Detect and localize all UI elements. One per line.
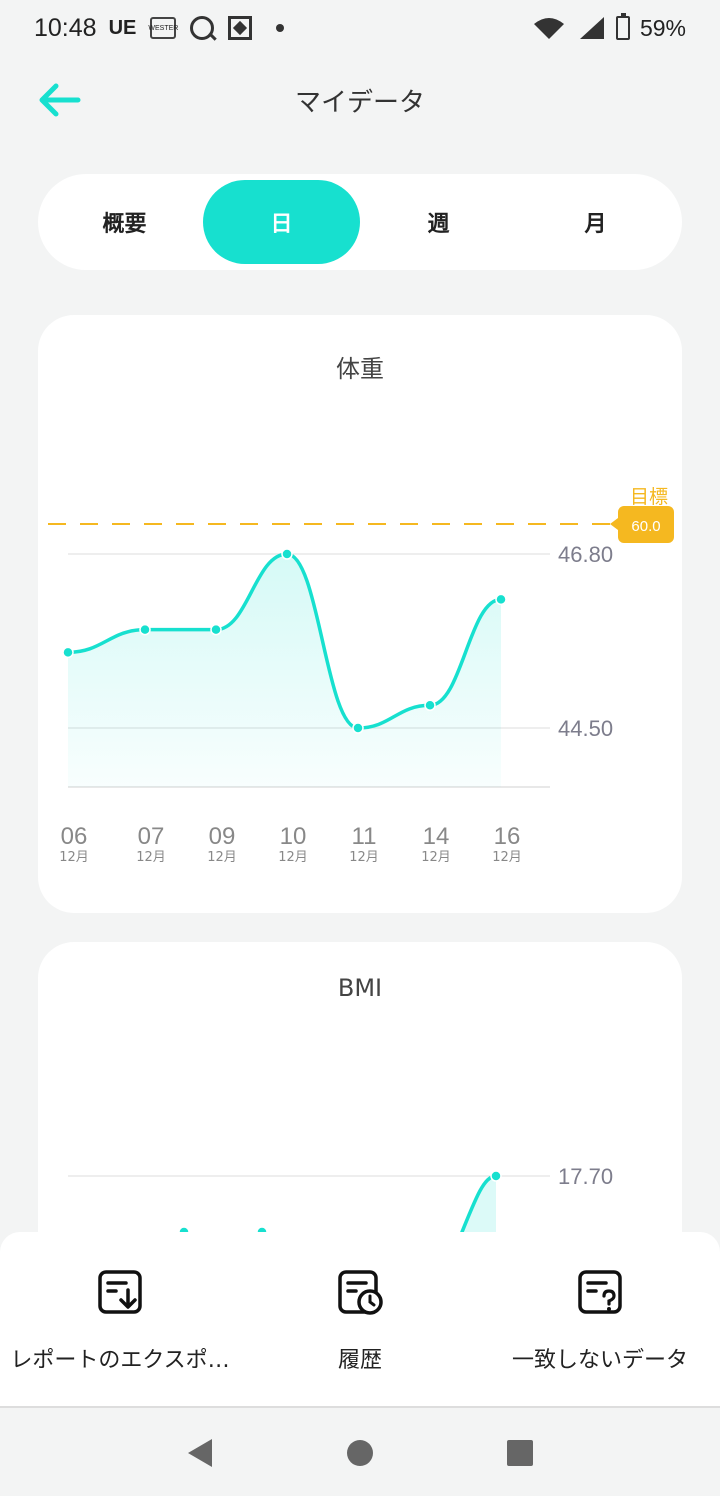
tab-overview[interactable]: 概要 (102, 212, 147, 237)
weight-chart-card[interactable]: 体重 46.80 44.50 目標 60.0 06 12月 07 12月 09 12月 10 12月 1… (38, 315, 682, 913)
bmi-area-fill (458, 1176, 496, 1242)
battery-percent: 59% (639, 14, 686, 41)
period-tabs: 概要 日 週 月 (38, 174, 682, 270)
tab-month[interactable]: 月 (584, 212, 607, 237)
y-tick-label: 46.80 (558, 542, 613, 567)
y-tick-label: 17.70 (558, 1164, 613, 1189)
x-tick-month: 12月 (492, 850, 522, 865)
nav-back-button[interactable] (180, 1433, 220, 1473)
goal-badge (618, 506, 674, 543)
x-tick-month: 12月 (278, 850, 308, 865)
x-tick-day: 14 (423, 823, 450, 850)
app-notification-icon (228, 16, 253, 40)
x-tick-day: 11 (352, 823, 377, 850)
x-tick-day: 10 (280, 823, 307, 850)
x-tick-day: 06 (61, 823, 88, 850)
search-notification-icon (190, 16, 215, 40)
system-nav-bar (0, 1410, 720, 1496)
x-tick-month: 12月 (207, 850, 237, 865)
goal-label: 目標 (630, 486, 668, 508)
weight-data-point (495, 593, 507, 606)
weight-data-point (139, 623, 151, 636)
weight-data-point (352, 722, 364, 734)
nav-home-icon (347, 1440, 373, 1466)
back-button[interactable] (36, 80, 82, 120)
history-button[interactable]: 履歴 (240, 1232, 480, 1406)
battery-icon (615, 13, 630, 40)
bmi-data-point (490, 1170, 502, 1182)
x-tick-month: 12月 (349, 850, 379, 865)
export-report-button[interactable]: レポートのエクスポ… (0, 1232, 240, 1406)
bmi-chart-title: BMI (337, 974, 383, 1002)
action-sheet: レポートのエクスポ… 履歴 一致しないデータ (0, 1232, 720, 1408)
nav-home-button[interactable] (340, 1433, 380, 1473)
export-report-icon (98, 1270, 142, 1314)
history-icon (338, 1270, 383, 1315)
weight-data-point (62, 646, 74, 659)
export-report-label: レポートのエクスポ… (10, 1348, 230, 1373)
status-time: 10:48 (34, 13, 97, 42)
x-tick-day: 16 (494, 823, 521, 850)
nav-recents-button[interactable] (500, 1433, 540, 1473)
weight-chart-title: 体重 (336, 355, 384, 383)
x-tick-month: 12月 (421, 850, 451, 865)
signal-icon (579, 17, 604, 39)
back-arrow-icon (39, 83, 81, 117)
x-tick-month: 12月 (136, 850, 166, 865)
history-label: 履歴 (337, 1348, 382, 1373)
weight-chart: 46.8044.50目標60.00612月0712月0912月1012月1112… (48, 486, 674, 865)
unmatched-data-label: 一致しないデータ (511, 1348, 688, 1373)
more-notifications-icon (276, 24, 285, 32)
weight-area-fill (68, 554, 501, 787)
x-tick-day: 07 (138, 823, 165, 850)
wifi-icon (533, 18, 564, 39)
unmatched-data-icon (578, 1270, 622, 1314)
tab-day[interactable]: 日 (203, 180, 360, 264)
y-tick-label: 44.50 (558, 716, 613, 741)
x-tick-day: 09 (209, 823, 236, 850)
unmatched-data-button[interactable]: 一致しないデータ (480, 1232, 720, 1406)
goal-value: 60.0 (631, 518, 660, 535)
goal-badge-pointer (610, 518, 618, 530)
nav-back-icon (188, 1439, 212, 1467)
weight-data-point (281, 548, 293, 560)
x-tick-month: 12月 (59, 850, 89, 865)
tab-week[interactable]: 週 (427, 212, 450, 237)
nav-recents-icon (507, 1440, 533, 1466)
status-bar: 10:48 UE WESTER 59% (0, 0, 720, 56)
weight-data-point (210, 623, 222, 636)
weight-series-line (67, 552, 502, 730)
carrier-label: UE (108, 16, 137, 39)
weight-data-point (424, 699, 436, 712)
app-header: マイデータ (0, 60, 720, 140)
page-title: マイデータ (294, 88, 425, 118)
notification-app-icon: WESTER (148, 17, 178, 39)
